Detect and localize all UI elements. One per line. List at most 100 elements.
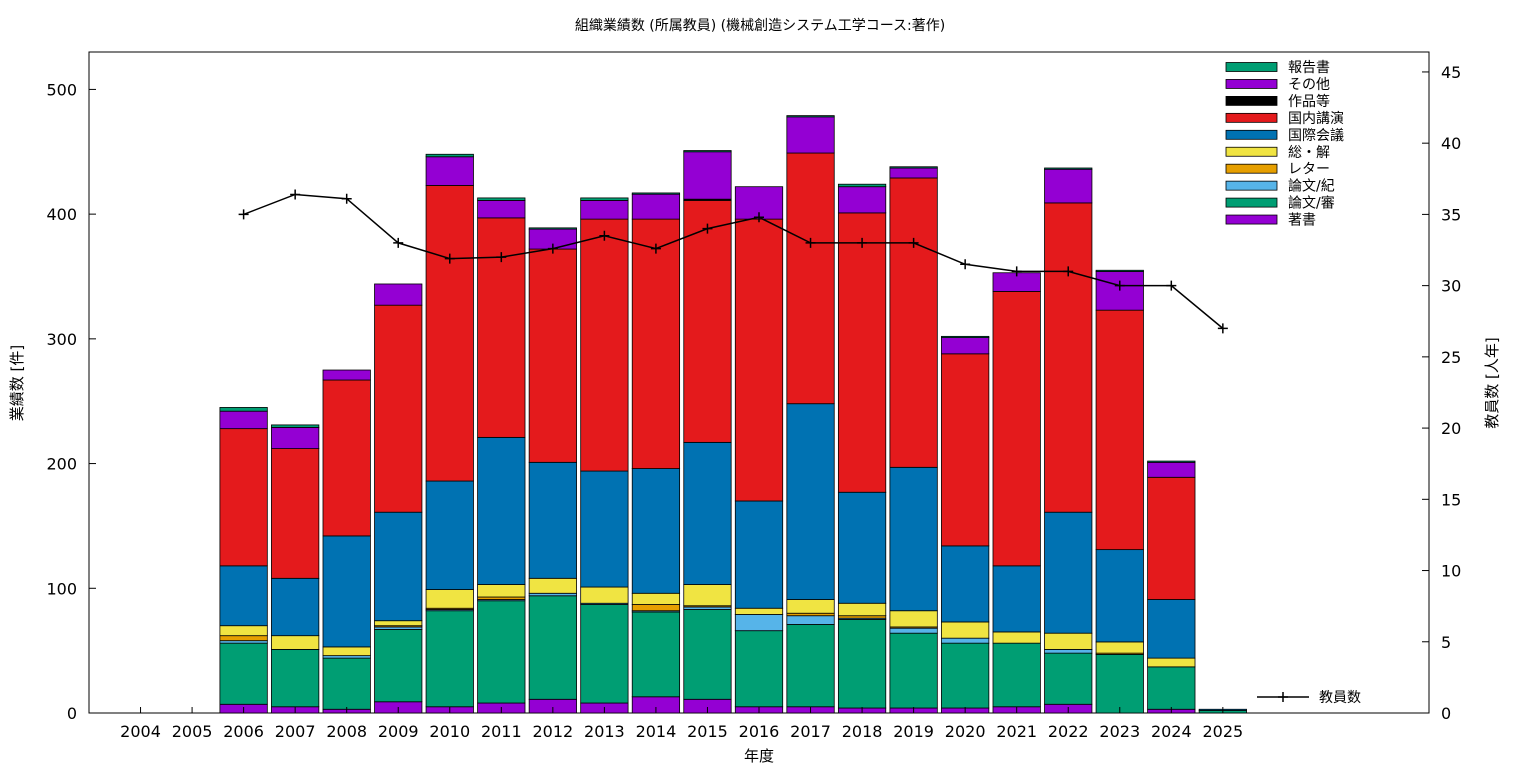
bar-segment-2010-1 (425, 610, 474, 708)
bar-segment-2023-6 (1095, 309, 1144, 551)
faculty-point (1217, 323, 1228, 334)
legend-swatch (1225, 62, 1278, 72)
x-tick-label: 2017 (790, 722, 831, 741)
bar-segment-2022-9 (1044, 167, 1093, 170)
x-tick-label: 2019 (893, 722, 934, 741)
y2-tick-label: 35 (1441, 205, 1461, 224)
bar-segment-2006-5 (219, 565, 268, 627)
legend-swatch (1225, 146, 1278, 157)
x-tick-label: 2022 (1048, 722, 1089, 741)
bar-segment-2010-4 (425, 589, 474, 609)
bar-segment-2019-1 (889, 632, 938, 709)
legend-label: レター (1288, 162, 1330, 178)
bar-segment-2017-4 (786, 599, 835, 614)
bar-segment-2024-9 (1147, 460, 1196, 463)
bar-segment-2007-1 (271, 648, 320, 708)
bar-segment-2009-6 (374, 304, 423, 513)
y-tick-label: 0 (67, 704, 77, 723)
bar-segment-2023-4 (1095, 641, 1144, 654)
bar-segment-2007-6 (271, 448, 320, 579)
bar-segment-2006-3 (219, 635, 268, 642)
bar-segment-2022-6 (1044, 202, 1093, 513)
bar-segment-2017-8 (786, 116, 835, 154)
y-tick-label: 400 (46, 205, 77, 224)
legend-swatch (1225, 112, 1278, 123)
bar-segment-2019-5 (889, 466, 938, 612)
faculty-point (393, 237, 404, 248)
bar-segment-2013-8 (580, 200, 629, 220)
bar-segment-2022-1 (1044, 652, 1093, 705)
bar-segment-2010-6 (425, 185, 474, 482)
faculty-point (1166, 280, 1177, 291)
y-tick-label: 300 (46, 330, 77, 349)
bar-segment-2011-4 (477, 584, 526, 598)
bar-segment-2022-2 (1044, 648, 1093, 654)
bar-segment-2008-8 (322, 369, 371, 381)
bar-segment-2020-8 (941, 337, 990, 355)
bar-segment-2007-4 (271, 635, 320, 650)
faculty-line (243, 193, 1224, 329)
x-tick-label: 2018 (842, 722, 883, 741)
bar-segment-2006-1 (219, 642, 268, 705)
bar-segment-2015-8 (683, 151, 732, 200)
x-tick-label: 2006 (223, 722, 264, 741)
bar-segment-2008-1 (322, 657, 371, 710)
legend-label: 論文/紀 (1288, 179, 1335, 195)
bar-segment-2012-1 (528, 595, 577, 700)
faculty-point (857, 237, 868, 248)
bar-segment-2021-5 (992, 565, 1041, 633)
bar-segment-2011-6 (477, 217, 526, 438)
bar-segment-2008-4 (322, 646, 371, 657)
bar-segment-2013-5 (580, 470, 629, 588)
faculty-point (1114, 280, 1125, 291)
legend-swatch (1225, 197, 1278, 208)
legend-swatch (1225, 214, 1278, 225)
bar-segment-2017-5 (786, 403, 835, 600)
legend-label: 総・解 (1288, 145, 1330, 161)
x-tick-label: 2008 (326, 722, 367, 741)
bar-segment-2010-5 (425, 480, 474, 590)
bar-segment-2008-6 (322, 379, 371, 537)
bar-segment-2023-1 (1095, 653, 1144, 714)
bar-segment-2012-9 (528, 227, 577, 230)
faculty-point (599, 230, 610, 241)
bar-segment-2016-2 (734, 614, 784, 632)
bar-segment-2018-9 (837, 183, 887, 188)
bar-segment-2014-9 (631, 192, 681, 195)
x-tick-label: 2010 (429, 722, 470, 741)
bar-segment-2013-9 (580, 197, 629, 201)
x-tick-label: 2004 (120, 722, 161, 741)
bar-segment-2007-8 (271, 426, 320, 449)
legend-swatch (1225, 79, 1278, 89)
y2-tick-label: 10 (1441, 562, 1461, 581)
bar-segment-2010-8 (425, 156, 474, 186)
faculty-point (290, 189, 301, 200)
bar-segment-2015-6 (683, 200, 732, 443)
bar-segment-2016-1 (734, 630, 784, 708)
bar-segment-2023-5 (1095, 549, 1144, 643)
y-tick-label: 100 (46, 579, 77, 598)
legend-line-label: 教員数 (1319, 690, 1361, 706)
bar-segment-2020-6 (941, 353, 990, 547)
bar-segment-2011-8 (477, 200, 526, 219)
bar-segment-2006-9 (219, 407, 268, 412)
bar-segment-2015-1 (683, 609, 732, 700)
x-tick-label: 2020 (945, 722, 986, 741)
y2-tick-label: 25 (1441, 348, 1461, 367)
bar-segment-2024-4 (1147, 657, 1196, 668)
x-tick-label: 2024 (1151, 722, 1192, 741)
bar-segment-2017-2 (786, 615, 835, 625)
bar-segment-2014-8 (631, 193, 681, 220)
y2-axis-title: 教員数 [人年] (1483, 337, 1501, 428)
bar-segment-2017-9 (786, 115, 835, 118)
bar-segment-2006-6 (219, 428, 268, 567)
y2-tick-label: 0 (1441, 704, 1451, 723)
bars-group (219, 115, 1247, 714)
bar-segment-2020-1 (941, 642, 990, 709)
faculty-point (908, 237, 919, 248)
bar-segment-2020-4 (941, 621, 990, 639)
bar-segment-2011-5 (477, 436, 526, 585)
x-tick-label: 2021 (996, 722, 1037, 741)
bar-segment-2009-5 (374, 511, 423, 622)
legend-label: その他 (1288, 77, 1330, 93)
